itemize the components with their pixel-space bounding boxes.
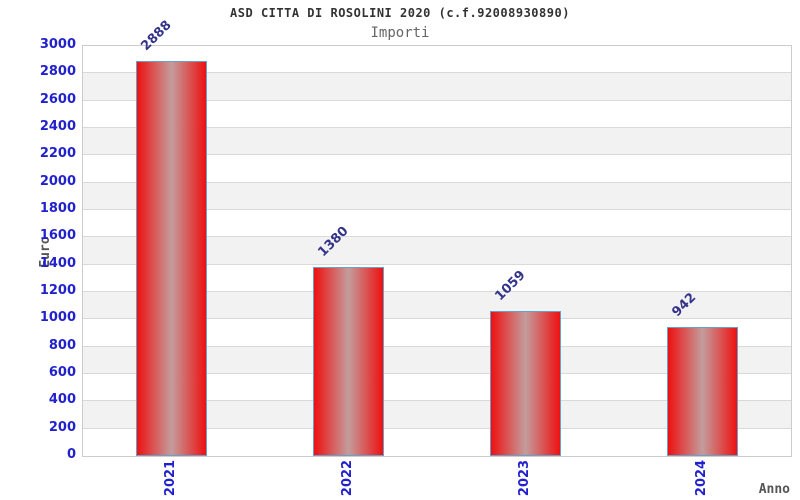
gridline	[83, 181, 791, 183]
y-axis-tick-label: 2000	[39, 173, 76, 189]
gridline	[83, 373, 791, 374]
y-axis-tick-label: 400	[48, 392, 76, 408]
y-axis-tick-label: 0	[66, 447, 76, 462]
y-axis-tick-label: 600	[48, 365, 76, 380]
gridline	[83, 209, 791, 210]
gridline	[83, 127, 791, 128]
gridline	[83, 400, 791, 402]
bar-2022	[313, 267, 384, 456]
bar-2021	[136, 61, 207, 456]
gridline	[83, 154, 791, 156]
y-axis-tick-label: 2200	[39, 146, 76, 162]
y-axis-tick-label: 2800	[39, 64, 76, 80]
gridline	[83, 345, 791, 347]
bar-2024	[667, 327, 738, 456]
y-axis-tick-label: 1000	[39, 310, 76, 326]
x-axis-tick-label: 2022	[339, 459, 355, 497]
x-axis-title: Anno	[758, 482, 790, 497]
y-axis-tick-label: 1400	[39, 255, 76, 271]
x-axis-tick-label: 2023	[516, 459, 532, 497]
gridline	[83, 318, 791, 320]
bar-2023	[490, 311, 561, 456]
gridline	[83, 99, 791, 101]
plot-area	[82, 45, 792, 457]
gridline	[83, 263, 791, 265]
gridline	[83, 236, 791, 238]
chart-title: ASD CITTA DI ROSOLINI 2020 (c.f.92008930…	[230, 6, 570, 20]
gridline	[83, 427, 791, 429]
gridline	[83, 72, 791, 74]
y-axis-tick-label: 1200	[39, 283, 76, 298]
y-axis-tick-label: 1800	[39, 201, 76, 216]
y-axis-tick-label: 800	[48, 337, 76, 353]
y-axis-tick-label: 200	[48, 419, 76, 435]
gridline	[83, 291, 791, 292]
y-axis-tick-label: 2600	[39, 91, 76, 107]
y-axis-tick-label: 1600	[39, 228, 76, 244]
y-axis-tick-label: 2400	[39, 119, 76, 134]
chart-subtitle: Importi	[370, 25, 430, 41]
x-axis-tick-label: 2021	[162, 459, 178, 497]
y-axis-tick-label: 3000	[39, 37, 76, 52]
x-axis-tick-label: 2024	[693, 459, 709, 497]
